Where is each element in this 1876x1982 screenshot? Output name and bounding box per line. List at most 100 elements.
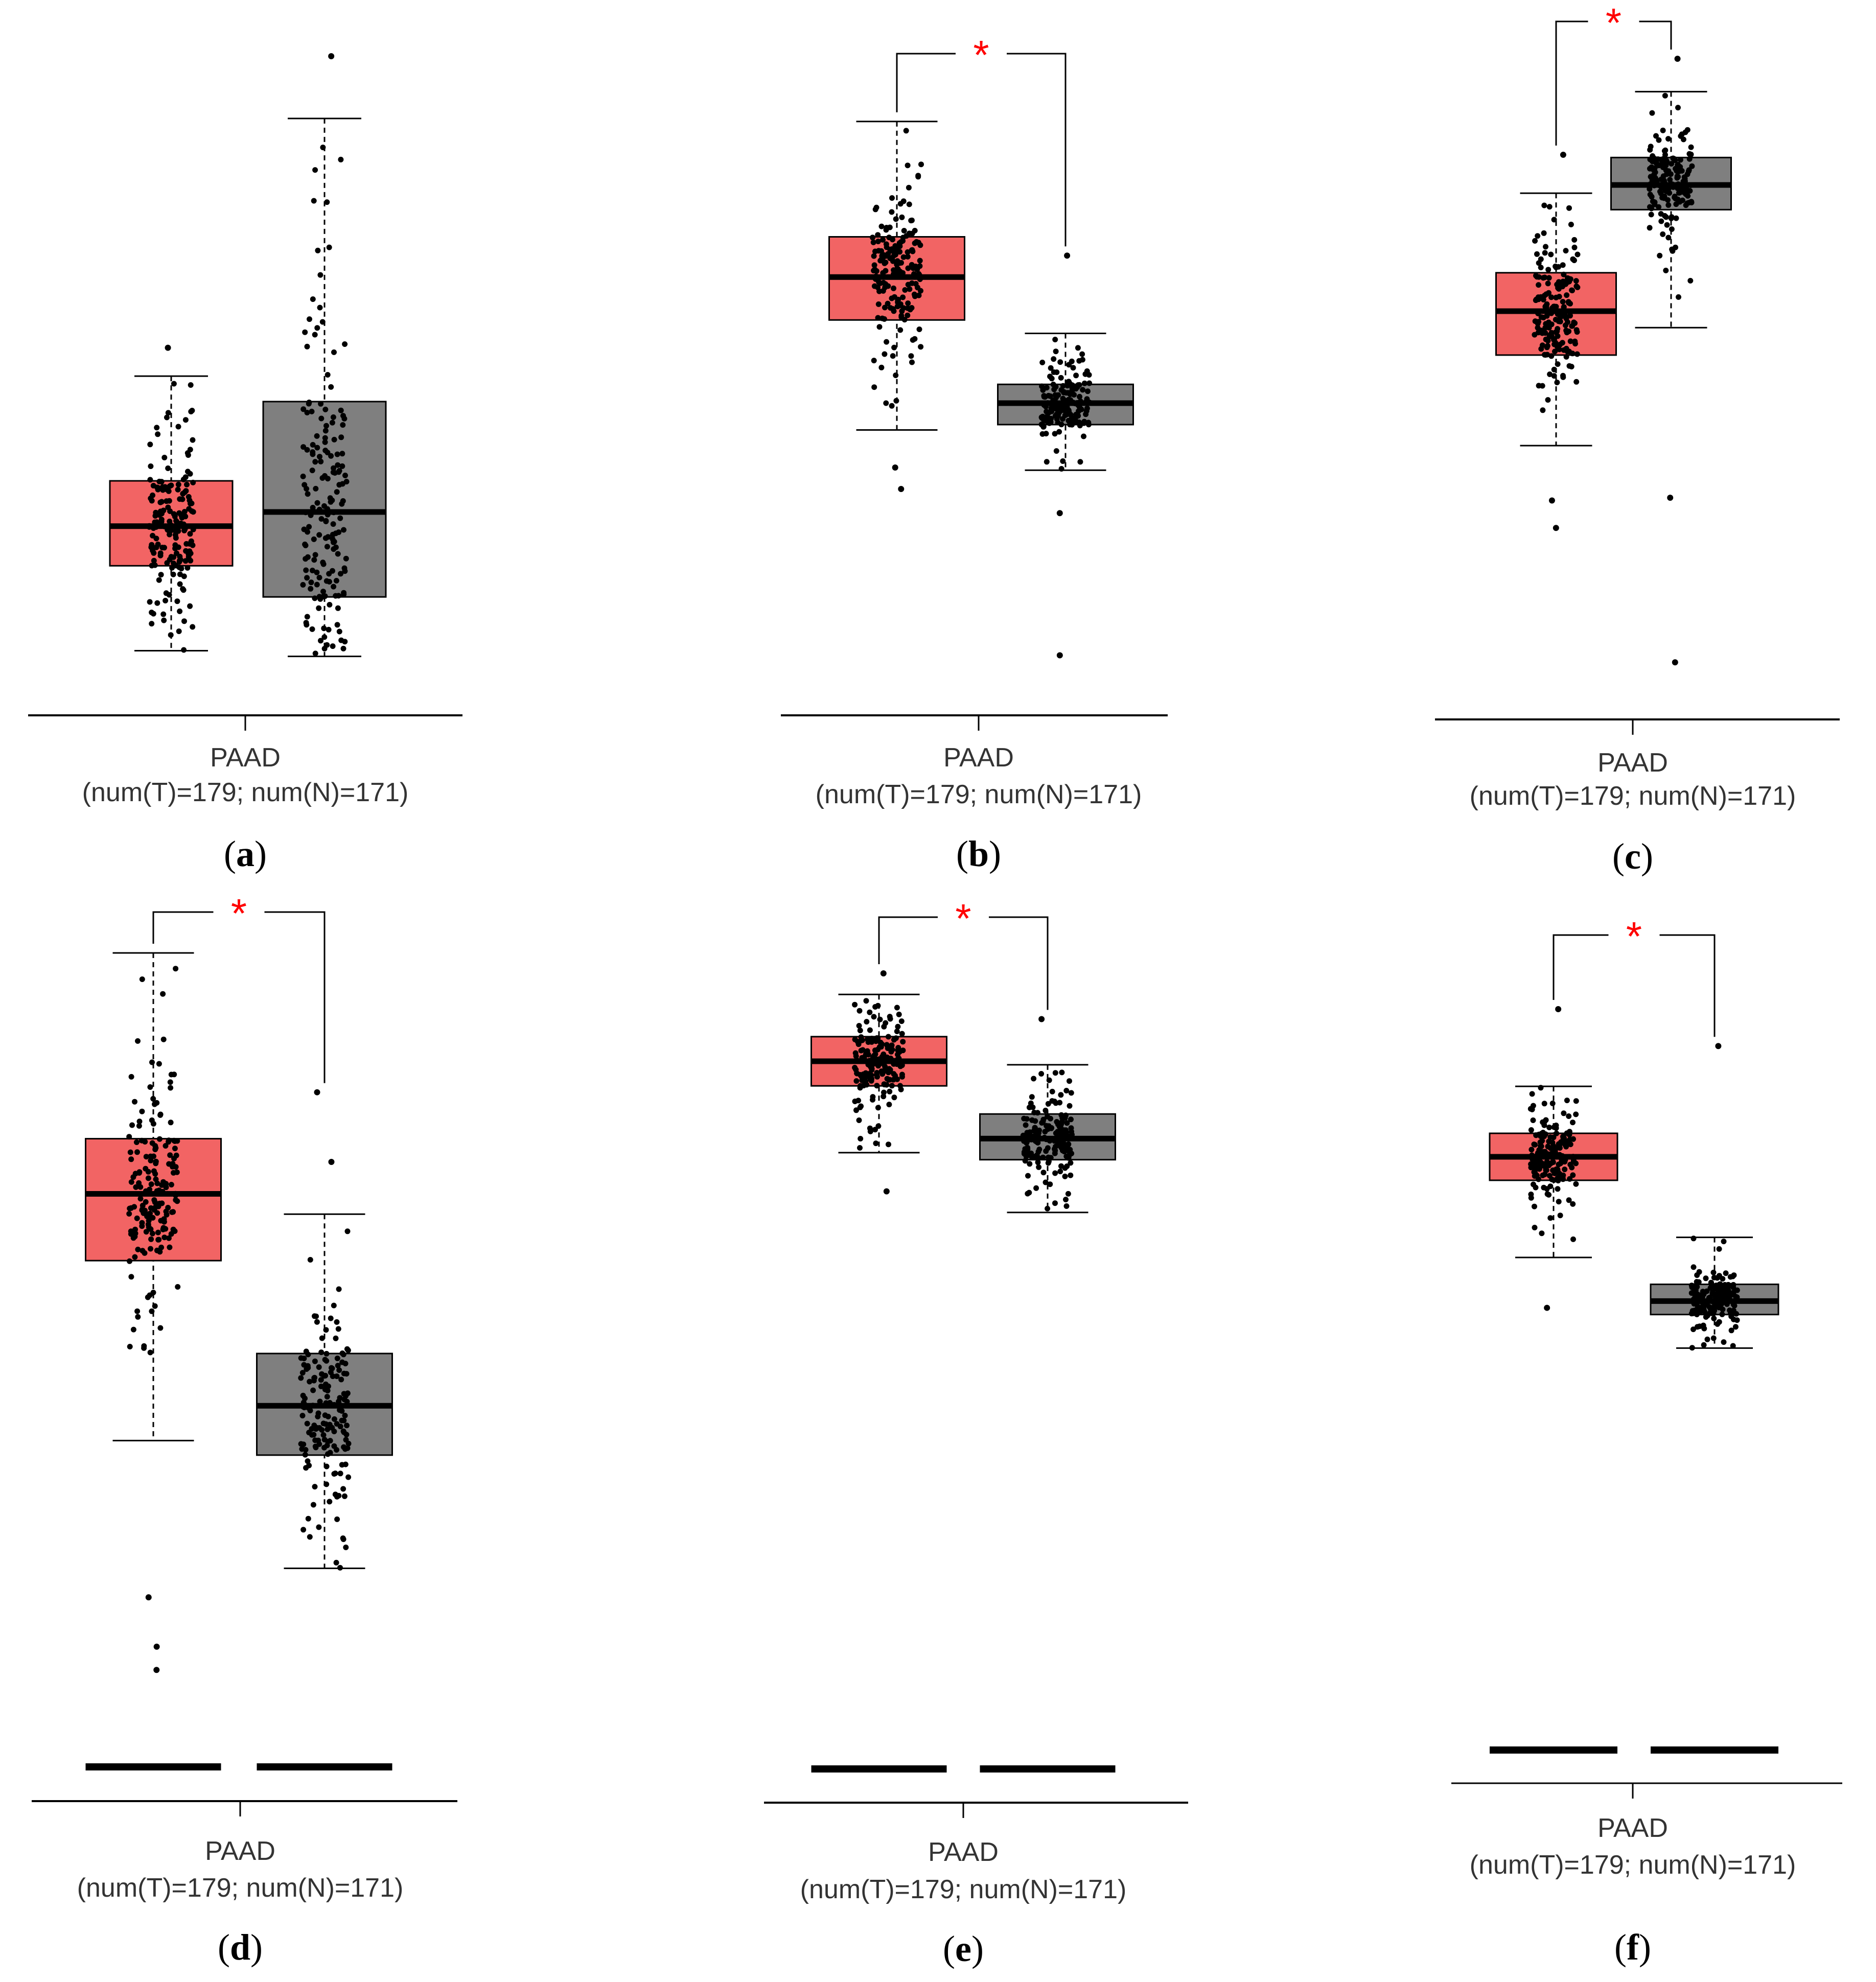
data-point [1539,342,1545,348]
outlier-point [1667,495,1674,501]
data-point [331,546,337,552]
data-point [316,532,322,538]
data-point [1063,1197,1069,1203]
data-point [1562,1167,1568,1173]
data-point [149,563,155,569]
data-point [183,488,189,494]
data-point [1058,387,1064,393]
data-point [167,1244,173,1250]
data-point [1708,1279,1715,1286]
data-point [298,1441,304,1447]
data-point [1538,256,1544,262]
data-point [153,535,159,542]
data-point [171,381,177,387]
data-point [327,602,333,608]
data-point [306,401,312,407]
data-point [175,1284,181,1290]
data-point [165,465,171,471]
data-point [882,260,888,266]
data-point [1040,1116,1047,1123]
data-point [337,1407,343,1413]
data-point [333,1559,339,1566]
baseline-bar-tumor [811,1765,947,1773]
data-point [1727,1310,1733,1316]
bracket-left [896,53,956,112]
data-point [1049,1088,1055,1094]
data-point [1047,1181,1053,1187]
data-point [1571,258,1577,263]
data-point [187,541,193,547]
data-point [1669,226,1675,232]
data-point [1710,1335,1717,1341]
data-point [897,327,904,333]
data-point [318,401,324,407]
data-point [1547,1215,1554,1221]
data-point [1048,415,1054,422]
data-point [1551,336,1557,342]
outlier-point [892,464,898,471]
data-point [173,518,179,524]
outlier-point [1056,510,1063,517]
data-point [1529,1091,1535,1097]
data-point [309,408,315,414]
data-point [1038,1071,1045,1077]
data-point [916,292,922,298]
data-point [128,1274,134,1280]
data-point [1663,267,1669,273]
data-point [1556,318,1562,324]
data-point [1532,238,1538,244]
data-point [1701,1342,1707,1348]
data-point [335,462,341,468]
data-point [890,258,896,264]
data-point [1656,204,1662,210]
data-point [1687,188,1693,194]
data-point [166,592,172,598]
data-point [334,1373,340,1379]
data-point [1711,1315,1717,1321]
data-point [880,237,886,243]
data-point [305,554,311,560]
data-point [160,1036,167,1042]
data-point [307,1379,313,1385]
data-point [314,569,320,575]
data-point [134,1308,141,1314]
data-point [1036,1147,1043,1152]
data-point [1550,1159,1556,1165]
data-point [1675,196,1681,202]
data-point [343,1437,349,1443]
data-point [172,532,178,538]
data-point [886,1102,892,1108]
outlier-point [153,1667,160,1673]
data-point [1060,458,1066,464]
data-point [168,1182,174,1187]
data-point [1689,163,1695,169]
data-point [870,239,876,245]
data-point [160,1179,166,1185]
data-point [150,1290,156,1296]
data-point [135,1314,141,1320]
data-point [877,258,884,264]
data-point [912,336,918,342]
data-point [1681,187,1687,193]
data-point [885,300,891,307]
data-point [312,1313,317,1319]
data-point [1572,338,1578,344]
data-point [1554,1145,1560,1151]
data-point [175,544,181,550]
data-point [1694,1284,1700,1290]
data-point [1657,252,1663,259]
data-point [1542,304,1548,310]
data-point [1541,230,1547,236]
data-point [1716,1246,1722,1252]
data-point [1540,1172,1546,1178]
data-point [174,1138,180,1144]
data-point [1656,137,1662,143]
significance-star: * [1606,0,1622,45]
data-point [331,465,337,471]
data-point [876,324,883,330]
data-point [309,626,315,632]
data-point [1700,1289,1706,1295]
data-point [148,463,154,469]
data-point [172,1228,178,1234]
